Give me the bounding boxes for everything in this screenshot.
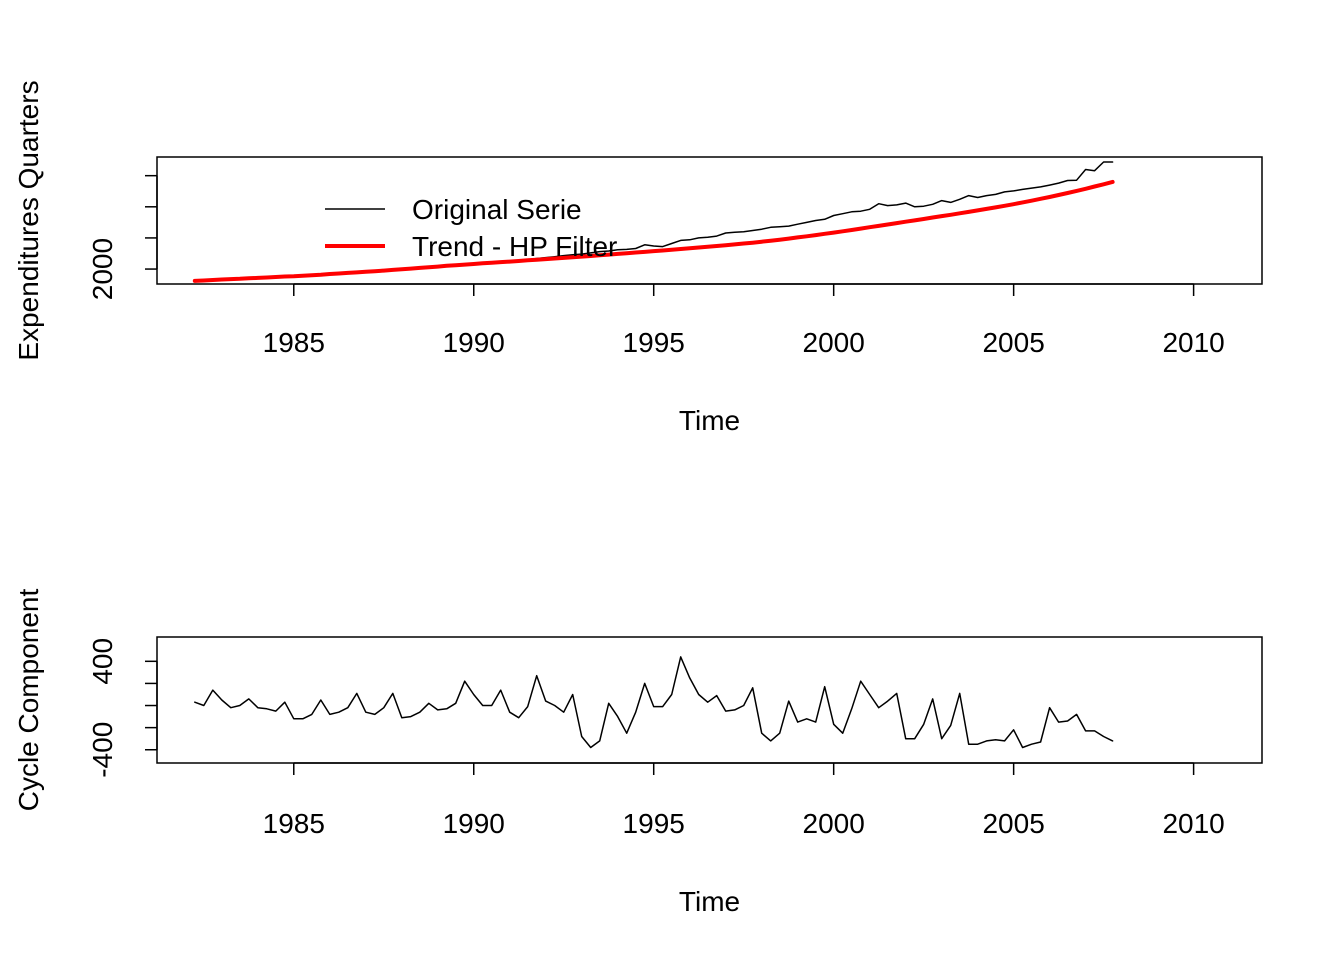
y-tick-label: -400 (87, 722, 118, 778)
legend-label-2: Trend - HP Filter (412, 231, 617, 262)
series-line-2 (192, 179, 1115, 283)
y-axis-title: Cycle Component (13, 589, 44, 812)
x-tick-label: 2005 (982, 808, 1044, 839)
x-tick-label: 2010 (1162, 327, 1224, 358)
legend: Original Serie Trend - HP Filter (325, 194, 617, 262)
x-tick-label: 1990 (443, 808, 505, 839)
x-tick-label: 2010 (1162, 808, 1224, 839)
plot-frame (156, 156, 1263, 285)
x-tick-label: 1995 (623, 327, 685, 358)
x-tick-label: 1990 (443, 327, 505, 358)
chart-panel-1: 1985 1990 1995 2000 2005 2010 2000 Time Expendit… (13, 80, 1263, 436)
x-tick-label: 1995 (623, 808, 685, 839)
x-tick-label: 1985 (263, 327, 325, 358)
x-tick-label: 2000 (803, 327, 865, 358)
x-tick-label: 2005 (982, 327, 1044, 358)
y-tick-label: 2000 (87, 238, 118, 300)
series-line-1 (194, 656, 1114, 749)
x-tick-label: 1985 (263, 808, 325, 839)
series-line-1 (194, 161, 1114, 282)
x-tick-label: 2000 (803, 808, 865, 839)
x-axis-title: Time (679, 405, 740, 436)
legend-label-1: Original Serie (412, 194, 582, 225)
x-axis-title: Time (679, 886, 740, 917)
y-axis-title: Expenditures Quarters (13, 80, 44, 360)
y-tick-label: 400 (87, 638, 118, 685)
chart-panel-2: 1985 1990 1995 2000 2005 2010 -400 400 Time Cycle… (13, 589, 1263, 917)
